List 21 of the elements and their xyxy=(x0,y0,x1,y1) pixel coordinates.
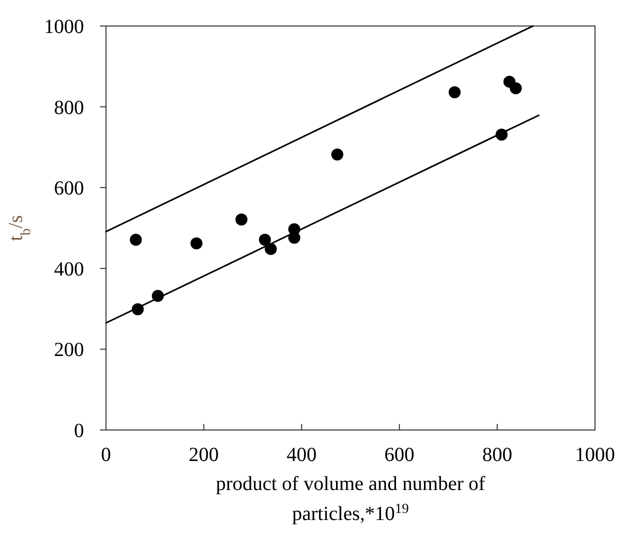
point xyxy=(510,82,522,94)
point xyxy=(331,148,344,160)
point xyxy=(448,86,461,98)
x-tick-label: 200 xyxy=(188,444,219,466)
point xyxy=(130,234,142,246)
point xyxy=(190,237,202,250)
x-tick-label: 800 xyxy=(482,444,512,466)
y-tick-label: 600 xyxy=(54,178,84,200)
y-tick-label: 1000 xyxy=(44,16,84,38)
x-tick-label: 0 xyxy=(101,444,111,466)
y-tick-label: 800 xyxy=(54,96,84,119)
x-tick-label: 600 xyxy=(384,444,414,466)
point xyxy=(235,214,248,226)
point xyxy=(264,243,277,255)
point xyxy=(258,234,271,246)
x-tick-label: 1000 xyxy=(575,444,615,466)
x-axis-title: product of volume and number of particles,*10$^{19}$ xyxy=(216,473,486,525)
y-tick-label: 0 xyxy=(74,420,84,442)
y-tick-label: 400 xyxy=(54,258,84,280)
x-tick-label: 400 xyxy=(286,444,317,466)
y-tick-label: 200 xyxy=(54,339,84,362)
